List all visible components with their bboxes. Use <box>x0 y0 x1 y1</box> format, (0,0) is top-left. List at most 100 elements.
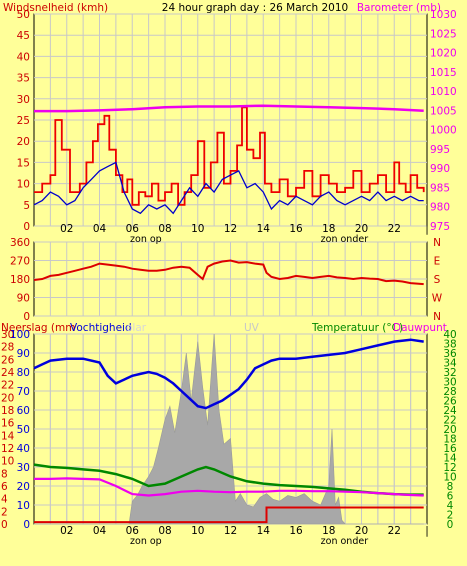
temperature-y-tick-label: 26 <box>443 396 457 408</box>
temperature-y-tick-label: 32 <box>443 367 456 379</box>
humidity-y-tick-label: 100 <box>10 329 30 341</box>
barometer-axis-title: Barometer (mb) <box>357 2 441 14</box>
temperature-y-tick-label: 4 <box>447 500 454 512</box>
uv-axis-title: UV <box>244 322 260 334</box>
rain-y-tick-label: 12 <box>1 443 14 455</box>
humidity-x-tick-label: 18 <box>322 525 335 537</box>
rain-y-tick-label: 16 <box>1 418 15 430</box>
wind-direction-series <box>33 259 424 286</box>
barometer-y-tick-label: 1005 <box>430 105 457 117</box>
humidity-x-tick-label: 02 <box>60 525 73 537</box>
humidity-y-tick-label: 50 <box>17 424 30 436</box>
barometer-y-tick-label: 1025 <box>430 28 457 40</box>
direction-y-tick-label: 90 <box>17 293 30 305</box>
barometer-y-tick-label: 985 <box>430 182 450 194</box>
compass-label: N <box>433 311 441 323</box>
temperature-y-tick-label: 22 <box>443 415 456 427</box>
humidity-x-tick-label: 14 <box>257 525 271 537</box>
tick-label-layer: 0510152025303540455097598098599099510001… <box>1 9 457 547</box>
temperature-y-tick-label: 12 <box>443 462 456 474</box>
temperature-y-tick-label: 34 <box>443 358 457 370</box>
wind-x-tick-label: 14 <box>257 223 271 235</box>
humidity-y-tick-label: 60 <box>17 405 30 417</box>
wind-y-tick-label: 50 <box>17 9 30 21</box>
rain-axis-title: Neerslag (mm <box>1 322 75 334</box>
temperature-y-tick-label: 40 <box>443 329 456 341</box>
wind-y-tick-label: 45 <box>17 30 30 42</box>
humidity-y-tick-label: 10 <box>17 500 30 512</box>
humidity-y-tick-label: 90 <box>17 348 30 360</box>
graph-title: 24 hour graph day : 26 March 2010 <box>162 2 348 14</box>
humidity-x-tick-label: 22 <box>388 525 401 537</box>
wind-x-end-tick: | <box>425 223 429 235</box>
rain-y-tick-label: 0 <box>1 519 8 531</box>
rain-y-tick-label: 14 <box>1 430 15 442</box>
humidity-x-tick-label: 10 <box>191 525 204 537</box>
temperature-y-tick-label: 0 <box>447 519 454 531</box>
humidity-y-tick-label: 40 <box>17 443 30 455</box>
humidity-sunset-label: zon onder <box>321 536 369 547</box>
humidity-y-tick-label: 30 <box>17 462 30 474</box>
wind-y-tick-label: 40 <box>17 51 30 63</box>
solar-axis-title: olar <box>126 322 147 334</box>
humidity-sunrise-label: zon op <box>130 536 162 547</box>
humidity-y-tick-label: 70 <box>17 386 30 398</box>
temperature-y-tick-label: 14 <box>443 453 457 465</box>
temperature-axis-title: Temperatuur (°C) <box>311 322 403 334</box>
direction-y-tick-label: 0 <box>23 311 30 323</box>
dewpoint-axis-title: Dauwpunt <box>393 322 447 334</box>
humidity-y-tick-label: 0 <box>23 519 30 531</box>
rain-y-tick-label: 10 <box>1 456 14 468</box>
rain-y-tick-label: 20 <box>1 392 14 404</box>
temperature-y-tick-label: 8 <box>447 481 454 493</box>
humidity-axis-title: Vochtigheid <box>70 322 132 334</box>
wind-x-tick-label: 02 <box>60 223 73 235</box>
wind-x-tick-label: 16 <box>289 223 303 235</box>
humidity-x-tick-label: 04 <box>93 525 107 537</box>
temperature-y-tick-label: 30 <box>443 377 456 389</box>
barometer-y-tick-label: 1000 <box>430 125 457 137</box>
wind-sunset-label: zon onder <box>321 234 369 245</box>
rain-y-tick-label: 28 <box>1 342 14 354</box>
wind-x-tick-label: 12 <box>224 223 237 235</box>
temperature-y-tick-label: 28 <box>443 386 456 398</box>
wind-y-tick-label: 5 <box>23 200 30 212</box>
wind-y-tick-label: 15 <box>17 157 30 169</box>
dewpoint-series <box>34 477 424 497</box>
humidity-y-tick-label: 80 <box>17 367 30 379</box>
barometer-y-tick-label: 1030 <box>430 9 457 21</box>
rain-y-tick-label: 26 <box>1 354 15 366</box>
wind-y-tick-label: 10 <box>17 179 30 191</box>
temperature-y-tick-label: 20 <box>443 424 456 436</box>
barometer-y-tick-label: 1010 <box>430 86 457 98</box>
compass-label: N <box>433 237 441 249</box>
direction-y-tick-label: 270 <box>10 256 30 268</box>
humidity-x-tick-label: 06 <box>126 525 140 537</box>
barometer-series <box>34 104 424 113</box>
wind-x-tick-label: 18 <box>322 223 335 235</box>
humidity-x-tick-label: 08 <box>158 525 171 537</box>
wind-x-tick-label: 06 <box>126 223 140 235</box>
barometer-y-tick-label: 975 <box>430 221 450 233</box>
rain-y-tick-label: 6 <box>1 481 8 493</box>
wind-x-tick-label: 22 <box>388 223 401 235</box>
wind-x-tick-label: 08 <box>158 223 171 235</box>
rain-y-tick-label: 2 <box>1 506 8 518</box>
barometer-y-tick-label: 1020 <box>430 48 457 60</box>
wind-y-tick-label: 25 <box>17 115 30 127</box>
compass-label: S <box>434 274 441 286</box>
series-layer <box>33 104 425 525</box>
humidity-x-tick-label: 16 <box>289 525 303 537</box>
direction-y-tick-label: 180 <box>10 274 30 286</box>
temperature-y-tick-label: 36 <box>443 348 457 360</box>
temperature-y-tick-label: 24 <box>443 405 457 417</box>
wind-sunrise-label: zon op <box>130 234 162 245</box>
humidity-series <box>33 338 424 410</box>
temperature-y-tick-label: 2 <box>447 510 454 522</box>
solar-area-series <box>34 333 424 525</box>
wind-x-tick-label: 20 <box>355 223 368 235</box>
wind-y-tick-label: 30 <box>17 94 30 106</box>
rain-y-tick-label: 30 <box>1 329 14 341</box>
